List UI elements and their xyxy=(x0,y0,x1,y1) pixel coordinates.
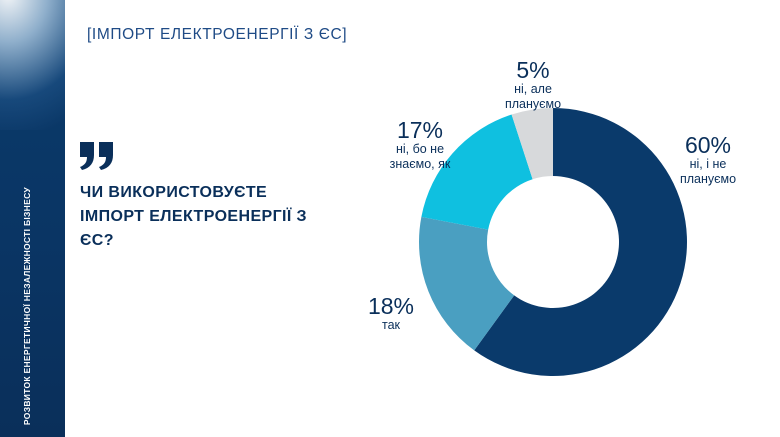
slice-pct-2: 17% xyxy=(396,117,444,143)
slice-label-3: 5% ні, але плануємо xyxy=(478,58,588,112)
donut-slice-3 xyxy=(511,108,553,180)
donut-slice-2 xyxy=(421,114,533,230)
slice-label-1: 18% так xyxy=(361,294,421,333)
slice-pct-0: 60% xyxy=(684,132,732,158)
slice-caption-1: так xyxy=(381,318,400,332)
donut-slice-0 xyxy=(474,108,688,377)
slice-pct-3: 5% xyxy=(516,57,550,83)
donut-slice-1 xyxy=(419,216,515,351)
sidebar-panel: РОЗВИТОК ЕНЕРГЕТИЧНОЇ НЕЗАЛЕЖНОСТІ БІЗНЕ… xyxy=(0,0,65,437)
slice-pct-1: 18% xyxy=(367,293,415,319)
slice-label-0: 60% ні, і не плануємо xyxy=(658,133,758,187)
slice-caption-2: ні, бо не знаємо, як xyxy=(389,142,451,171)
survey-question: ЧИ ВИКОРИСТОВУЄТЕ ІМПОРТ ЕЛЕКТРОЕНЕРГІЇ … xyxy=(80,184,307,249)
sidebar-glow xyxy=(0,0,65,130)
slice-label-2: 17% ні, бо не знаємо, як xyxy=(360,118,480,172)
quote-icon xyxy=(80,142,113,170)
slice-caption-0: ні, і не плануємо xyxy=(679,157,737,186)
page-title: [ІМПОРТ ЕЛЕКТРОЕНЕРГІЇ З ЄС] xyxy=(87,26,348,43)
slice-caption-3: ні, але плануємо xyxy=(504,82,562,111)
